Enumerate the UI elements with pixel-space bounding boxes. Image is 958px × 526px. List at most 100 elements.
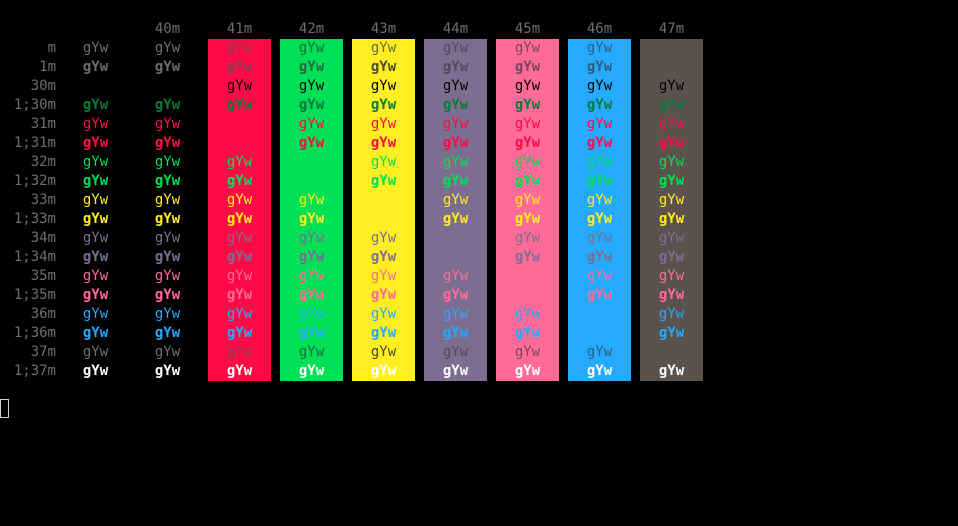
row-label: 1;32m [13, 173, 56, 189]
sample-cell: gYw [586, 173, 613, 189]
sample-cell: gYw [82, 192, 109, 208]
sample-cell: gYw [154, 306, 181, 322]
row-label: 1;35m [13, 287, 56, 303]
bg-column-44m [424, 39, 487, 381]
column-header: 47m [658, 21, 685, 37]
sample-cell: gYw [658, 306, 685, 322]
bg-column-46m [568, 39, 631, 381]
sample-cell: gYw [514, 325, 541, 341]
sample-cell: gYw [370, 40, 397, 56]
sample-cell: gYw [514, 59, 541, 75]
sample-cell: gYw [370, 116, 397, 132]
sample-cell: gYw [82, 325, 109, 341]
sample-cell: gYw [442, 211, 469, 227]
sample-cell: gYw [82, 154, 109, 170]
sample-cell: gYw [658, 173, 685, 189]
sample-cell: gYw [370, 78, 397, 94]
bg-column-47m [640, 39, 703, 381]
sample-cell: gYw [514, 40, 541, 56]
sample-cell: gYw [82, 211, 109, 227]
sample-cell: gYw [514, 230, 541, 246]
sample-cell: gYw [82, 268, 109, 284]
sample-cell: gYw [226, 40, 253, 56]
row-label: 33m [30, 192, 56, 208]
sample-cell: gYw [658, 211, 685, 227]
sample-cell: gYw [226, 59, 253, 75]
sample-cell: gYw [154, 344, 181, 360]
row-label: 1;30m [13, 97, 56, 113]
row-label: 31m [30, 116, 56, 132]
sample-cell: gYw [154, 249, 181, 265]
sample-cell: gYw [514, 344, 541, 360]
sample-cell: gYw [370, 230, 397, 246]
sample-cell: gYw [514, 97, 541, 113]
sample-cell: gYw [370, 363, 397, 379]
sample-cell: gYw [442, 344, 469, 360]
sample-cell: gYw [514, 116, 541, 132]
sample-cell: gYw [586, 268, 613, 284]
sample-cell: gYw [298, 78, 325, 94]
sample-cell: gYw [154, 173, 181, 189]
sample-cell: gYw [226, 306, 253, 322]
sample-cell: gYw [442, 116, 469, 132]
row-label: 32m [30, 154, 56, 170]
sample-cell: gYw [586, 154, 613, 170]
sample-cell: gYw [298, 135, 325, 151]
sample-cell: gYw [370, 135, 397, 151]
column-header: 44m [442, 21, 469, 37]
sample-cell: gYw [442, 40, 469, 56]
sample-cell: gYw [298, 211, 325, 227]
sample-cell: gYw [82, 287, 109, 303]
sample-cell: gYw [154, 363, 181, 379]
bg-column-45m [496, 39, 559, 381]
row-label: 35m [30, 268, 56, 284]
sample-cell: gYw [442, 325, 469, 341]
sample-cell: gYw [226, 230, 253, 246]
sample-cell: gYw [658, 325, 685, 341]
sample-cell: gYw [154, 268, 181, 284]
sample-cell: gYw [514, 249, 541, 265]
sample-cell: gYw [370, 344, 397, 360]
sample-cell: gYw [154, 211, 181, 227]
sample-cell: gYw [82, 306, 109, 322]
sample-cell: gYw [514, 173, 541, 189]
sample-cell: gYw [298, 268, 325, 284]
sample-cell: gYw [514, 78, 541, 94]
row-label: 1;33m [13, 211, 56, 227]
sample-cell: gYw [370, 287, 397, 303]
sample-cell: gYw [514, 192, 541, 208]
sample-cell: gYw [298, 116, 325, 132]
sample-cell: gYw [442, 287, 469, 303]
column-header: 40m [154, 21, 181, 37]
sample-cell: gYw [226, 192, 253, 208]
sample-cell: gYw [658, 287, 685, 303]
sample-cell: gYw [226, 173, 253, 189]
sample-cell: gYw [514, 135, 541, 151]
column-header: 43m [370, 21, 397, 37]
sample-cell: gYw [298, 59, 325, 75]
sample-cell: gYw [298, 344, 325, 360]
sample-cell: gYw [82, 173, 109, 189]
sample-cell: gYw [658, 116, 685, 132]
sample-cell: gYw [226, 268, 253, 284]
sample-cell: gYw [658, 78, 685, 94]
sample-cell: gYw [586, 287, 613, 303]
sample-cell: gYw [154, 116, 181, 132]
sample-cell: gYw [658, 249, 685, 265]
sample-cell: gYw [370, 325, 397, 341]
sample-cell: gYw [514, 154, 541, 170]
column-header: 46m [586, 21, 613, 37]
sample-cell: gYw [298, 287, 325, 303]
sample-cell: gYw [82, 40, 109, 56]
row-label: 30m [30, 78, 56, 94]
sample-cell: gYw [226, 344, 253, 360]
sample-cell: gYw [226, 97, 253, 113]
row-label: 1m [39, 59, 56, 75]
row-label: 36m [30, 306, 56, 322]
column-header: 42m [298, 21, 325, 37]
sample-cell: gYw [370, 173, 397, 189]
row-label: 1;36m [13, 325, 56, 341]
sample-cell: gYw [298, 325, 325, 341]
sample-cell: gYw [298, 249, 325, 265]
